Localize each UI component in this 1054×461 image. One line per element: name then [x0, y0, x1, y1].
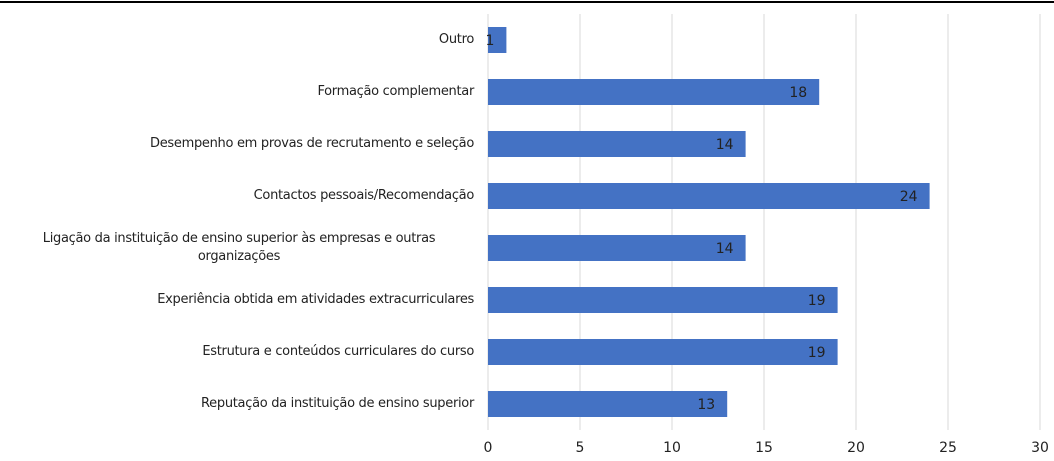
- data-label: 14: [716, 137, 734, 153]
- category-label-row: Ligação da instituição de ensino superio…: [0, 230, 474, 266]
- category-label-row: Estrutura e conteúdos curriculares do cu…: [0, 343, 474, 361]
- x-tick-label: 0: [484, 440, 493, 456]
- bar: [488, 183, 930, 209]
- y-tick-label: Experiência obtida em atividades extracu…: [157, 292, 474, 307]
- x-tick-label: 25: [939, 440, 957, 456]
- y-tick-label: Estrutura e conteúdos curriculares do cu…: [202, 344, 474, 359]
- bar: [488, 27, 507, 53]
- y-tick-label: Outro: [438, 32, 474, 47]
- bar: [488, 339, 838, 365]
- bar: [488, 79, 820, 105]
- y-tick-label: Formação complementar: [317, 84, 474, 99]
- y-tick-label: Ligação da instituição de ensino superio…: [42, 231, 436, 264]
- category-label-row: Experiência obtida em atividades extracu…: [0, 291, 474, 309]
- y-tick-label: Desempenho em provas de recrutamento e s…: [150, 136, 474, 151]
- bar: [488, 131, 746, 157]
- x-tick-label: 30: [1031, 440, 1049, 456]
- bar: [488, 287, 838, 313]
- y-tick-label: Contactos pessoais/Recomendação: [253, 188, 475, 203]
- data-label: 1: [485, 33, 494, 49]
- data-label: 19: [808, 293, 826, 309]
- x-tick-label: 20: [847, 440, 865, 456]
- category-label-row: Formação complementar: [0, 83, 474, 101]
- category-label-row: Reputação da instituição de ensino super…: [0, 395, 474, 413]
- category-label-row: Desempenho em provas de recrutamento e s…: [0, 135, 474, 153]
- category-label-row: Outro: [0, 31, 474, 49]
- y-tick-label: Reputação da instituição de ensino super…: [201, 396, 474, 411]
- x-tick-label: 15: [755, 440, 773, 456]
- bar: [488, 235, 746, 261]
- data-label: 18: [789, 85, 807, 101]
- bar: [488, 391, 728, 417]
- x-tick-label: 10: [663, 440, 681, 456]
- data-label: 14: [716, 241, 734, 257]
- data-label: 13: [697, 397, 715, 413]
- data-label: 19: [808, 345, 826, 361]
- x-tick-label: 5: [576, 440, 585, 456]
- data-label: 24: [900, 189, 918, 205]
- category-label-row: Contactos pessoais/Recomendação: [0, 187, 475, 205]
